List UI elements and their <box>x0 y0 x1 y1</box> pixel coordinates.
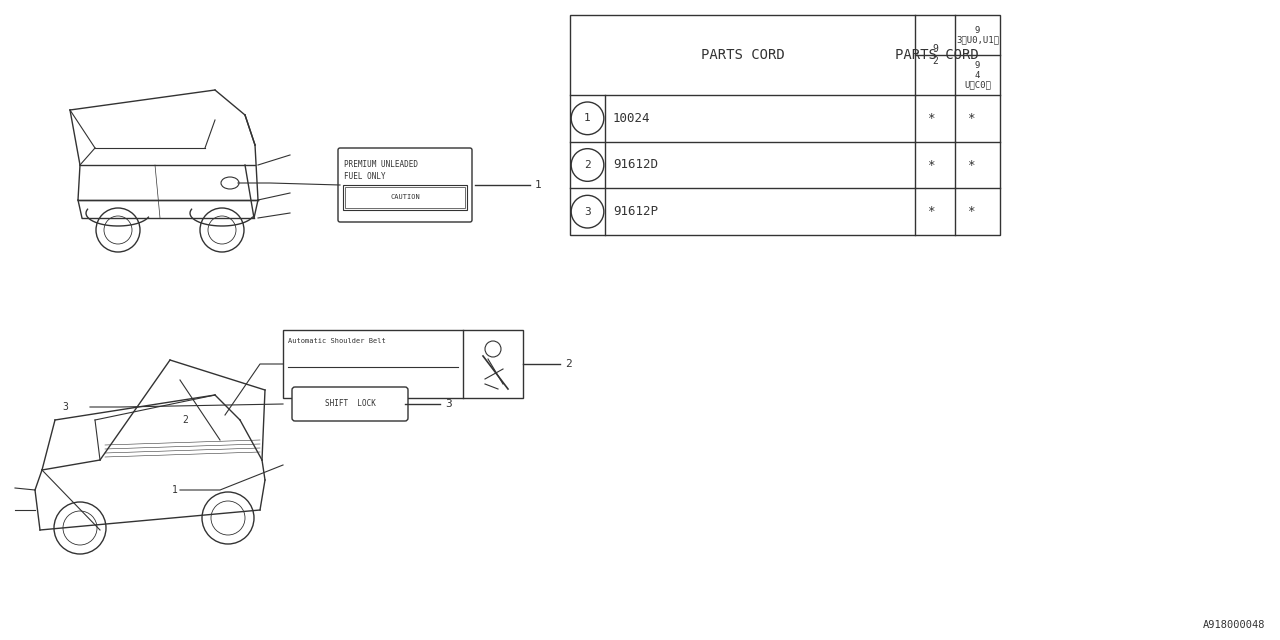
FancyBboxPatch shape <box>338 148 472 222</box>
Text: *: * <box>927 205 934 218</box>
Text: 10024: 10024 <box>613 112 650 125</box>
Text: 91612D: 91612D <box>613 159 658 172</box>
Text: 2: 2 <box>182 415 188 425</box>
Text: 91612P: 91612P <box>613 205 658 218</box>
Text: CAUTION: CAUTION <box>390 194 420 200</box>
Text: PARTS CORD: PARTS CORD <box>700 48 785 62</box>
Bar <box>570 15 1000 235</box>
Text: *: * <box>927 112 934 125</box>
Text: FUEL ONLY: FUEL ONLY <box>344 172 385 181</box>
Text: Automatic Shoulder Belt: Automatic Shoulder Belt <box>288 338 385 344</box>
Text: A918000048: A918000048 <box>1202 620 1265 630</box>
Text: 2: 2 <box>564 359 572 369</box>
Text: 3: 3 <box>445 399 452 409</box>
Text: *: * <box>927 159 934 172</box>
Text: 9
4
U〈C0〉: 9 4 U〈C0〉 <box>964 61 991 89</box>
Bar <box>346 187 465 208</box>
Text: 1: 1 <box>172 485 178 495</box>
Text: SHIFT  LOCK: SHIFT LOCK <box>325 399 375 408</box>
Text: *: * <box>966 159 974 172</box>
Bar <box>283 330 524 398</box>
Text: 9
3〈U0,U1〉: 9 3〈U0,U1〉 <box>956 26 998 44</box>
Text: *: * <box>966 112 974 125</box>
Text: 1: 1 <box>535 180 541 190</box>
Text: PARTS CORD: PARTS CORD <box>895 48 979 62</box>
Text: 3: 3 <box>584 207 591 217</box>
Text: 3: 3 <box>61 402 68 412</box>
Text: 9
2: 9 2 <box>932 44 938 66</box>
Text: 2: 2 <box>584 160 591 170</box>
FancyBboxPatch shape <box>292 387 408 421</box>
Text: 1: 1 <box>584 113 591 124</box>
Bar <box>343 185 467 210</box>
Text: PREMIUM UNLEADED: PREMIUM UNLEADED <box>344 160 419 169</box>
Text: *: * <box>966 205 974 218</box>
